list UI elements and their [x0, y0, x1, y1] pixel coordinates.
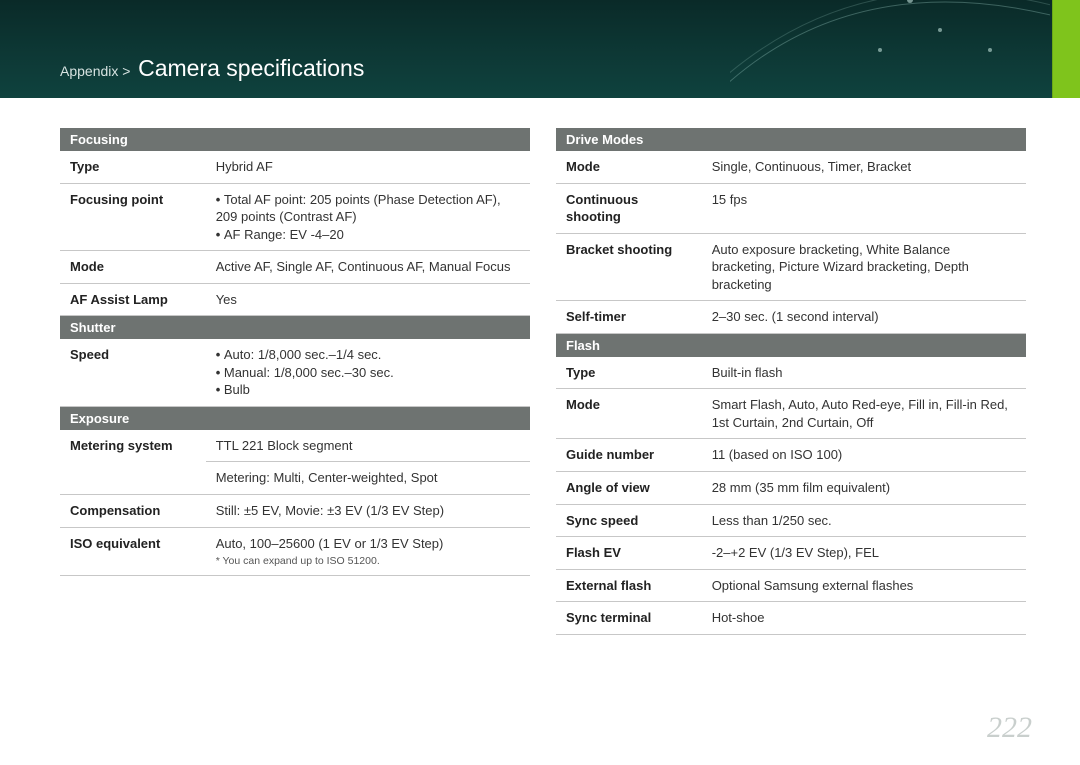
spec-row: Flash EV-2–+2 EV (1/3 EV Step), FEL: [556, 537, 1026, 570]
spec-label: Compensation: [60, 495, 206, 528]
spec-bullet: Auto: 1/8,000 sec.–1/4 sec.: [216, 346, 520, 364]
spec-label: Metering system: [60, 430, 206, 495]
spec-value: Auto exposure bracketing, White Balance …: [702, 233, 1026, 301]
spec-label: Guide number: [556, 439, 702, 472]
spec-bullet: AF Range: EV -4–20: [216, 226, 520, 244]
spec-value: Auto: 1/8,000 sec.–1/4 sec.Manual: 1/8,0…: [206, 339, 530, 406]
spec-value: Less than 1/250 sec.: [702, 504, 1026, 537]
spec-table: ShutterSpeedAuto: 1/8,000 sec.–1/4 sec.M…: [60, 316, 530, 407]
spec-value: Total AF point: 205 points (Phase Detect…: [206, 183, 530, 251]
spec-row: Sync speedLess than 1/250 sec.: [556, 504, 1026, 537]
spec-value: Auto, 100–25600 (1 EV or 1/3 EV Step)* Y…: [206, 527, 530, 576]
spec-label: Type: [60, 151, 206, 183]
spec-table: FlashTypeBuilt-in flashModeSmart Flash, …: [556, 334, 1026, 635]
spec-value: Still: ±5 EV, Movie: ±3 EV (1/3 EV Step): [206, 495, 530, 528]
spec-label: Mode: [556, 389, 702, 439]
page-number: 222: [987, 711, 1032, 745]
spec-label: Sync terminal: [556, 602, 702, 635]
spec-table: ExposureMetering systemTTL 221 Block seg…: [60, 407, 530, 576]
spec-row: ModeSingle, Continuous, Timer, Bracket: [556, 151, 1026, 183]
spec-label: Mode: [60, 251, 206, 284]
spec-value: 2–30 sec. (1 second interval): [702, 301, 1026, 334]
breadcrumb: Appendix >: [60, 63, 130, 79]
spec-row: Continuous shooting15 fps: [556, 183, 1026, 233]
spec-label: Focusing point: [60, 183, 206, 251]
section-header: Focusing: [60, 128, 530, 151]
spec-row: Focusing point Total AF point: 205 points…: [60, 183, 530, 251]
spec-value: Smart Flash, Auto, Auto Red-eye, Fill in…: [702, 389, 1026, 439]
spec-label: Mode: [556, 151, 702, 183]
spec-label: Bracket shooting: [556, 233, 702, 301]
spec-row: SpeedAuto: 1/8,000 sec.–1/4 sec.Manual: …: [60, 339, 530, 406]
spec-row: Metering systemTTL 221 Block segmentMete…: [60, 430, 530, 495]
spec-label: Self-timer: [556, 301, 702, 334]
spec-row: Sync terminalHot-shoe: [556, 602, 1026, 635]
spec-label: Continuous shooting: [556, 183, 702, 233]
page-header: Appendix > Camera specifications: [0, 0, 1080, 98]
spec-row: ModeSmart Flash, Auto, Auto Red-eye, Fil…: [556, 389, 1026, 439]
section-header: Flash: [556, 334, 1026, 357]
spec-label: Type: [556, 357, 702, 389]
page-title: Camera specifications: [138, 55, 364, 81]
spec-row: Self-timer2–30 sec. (1 second interval): [556, 301, 1026, 334]
spec-label: Angle of view: [556, 472, 702, 505]
spec-value: 11 (based on ISO 100): [702, 439, 1026, 472]
content-area: FocusingTypeHybrid AFFocusing pointTotal…: [0, 98, 1080, 635]
spec-bullet: Total AF point: 205 points (Phase Detect…: [216, 191, 520, 226]
spec-label: AF Assist Lamp: [60, 283, 206, 316]
spec-row: Guide number11 (based on ISO 100): [556, 439, 1026, 472]
spec-value: Active AF, Single AF, Continuous AF, Man…: [206, 251, 530, 284]
section-tab: [1052, 0, 1080, 98]
spec-table: FocusingTypeHybrid AFFocusing point Total…: [60, 128, 530, 316]
spec-label: Flash EV: [556, 537, 702, 570]
spec-value: TTL 221 Block segmentMetering: Multi, Ce…: [206, 430, 530, 495]
spec-column-right: Drive ModesModeSingle, Continuous, Timer…: [556, 128, 1026, 635]
spec-row: ISO equivalentAuto, 100–25600 (1 EV or 1…: [60, 527, 530, 576]
spec-column-left: FocusingTypeHybrid AFFocusing point Total…: [60, 128, 530, 635]
section-header: Shutter: [60, 316, 530, 339]
spec-row: AF Assist LampYes: [60, 283, 530, 316]
spec-value: Yes: [206, 283, 530, 316]
spec-label: Sync speed: [556, 504, 702, 537]
spec-label: External flash: [556, 569, 702, 602]
spec-footnote: * You can expand up to ISO 51200.: [216, 554, 520, 568]
spec-value: -2–+2 EV (1/3 EV Step), FEL: [702, 537, 1026, 570]
spec-row: Bracket shootingAuto exposure bracketing…: [556, 233, 1026, 301]
spec-row: ModeActive AF, Single AF, Continuous AF,…: [60, 251, 530, 284]
spec-row: TypeHybrid AF: [60, 151, 530, 183]
spec-value: Built-in flash: [702, 357, 1026, 389]
section-header: Drive Modes: [556, 128, 1026, 151]
spec-row: External flashOptional Samsung external …: [556, 569, 1026, 602]
spec-value: 28 mm (35 mm film equivalent): [702, 472, 1026, 505]
spec-value: Hybrid AF: [206, 151, 530, 183]
spec-row: TypeBuilt-in flash: [556, 357, 1026, 389]
spec-value: Hot-shoe: [702, 602, 1026, 635]
spec-bullet: Bulb: [216, 381, 520, 399]
spec-label: ISO equivalent: [60, 527, 206, 576]
spec-value: 15 fps: [702, 183, 1026, 233]
section-header: Exposure: [60, 407, 530, 430]
spec-row: Angle of view28 mm (35 mm film equivalen…: [556, 472, 1026, 505]
spec-value: Optional Samsung external flashes: [702, 569, 1026, 602]
spec-label: Speed: [60, 339, 206, 406]
spec-value: Single, Continuous, Timer, Bracket: [702, 151, 1026, 183]
spec-bullet: Manual: 1/8,000 sec.–30 sec.: [216, 364, 520, 382]
spec-table: Drive ModesModeSingle, Continuous, Timer…: [556, 128, 1026, 334]
spec-row: CompensationStill: ±5 EV, Movie: ±3 EV (…: [60, 495, 530, 528]
